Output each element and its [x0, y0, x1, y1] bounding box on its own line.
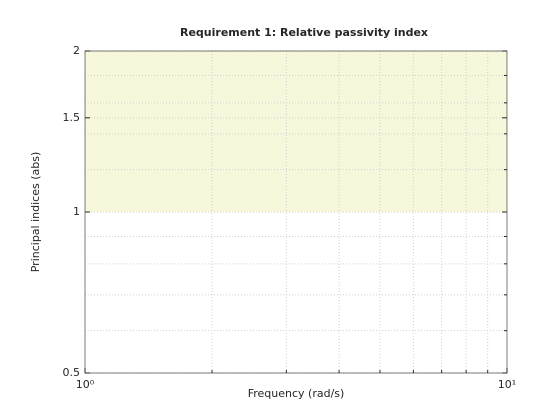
x-tick-label: 10⁰ [76, 378, 95, 391]
y-axis-label: Principal indices (abs) [29, 152, 42, 273]
x-axis-label: Frequency (rad/s) [248, 387, 345, 400]
y-tick-label: 1 [73, 205, 80, 218]
y-tick-label: 2 [73, 44, 80, 57]
y-tick-label: 1.5 [63, 111, 81, 124]
y-tick-label: 0.5 [63, 366, 81, 379]
chart-title: Requirement 1: Relative passivity index [180, 26, 428, 39]
x-tick-label: 10¹ [498, 378, 516, 391]
shaded-region [85, 51, 507, 212]
